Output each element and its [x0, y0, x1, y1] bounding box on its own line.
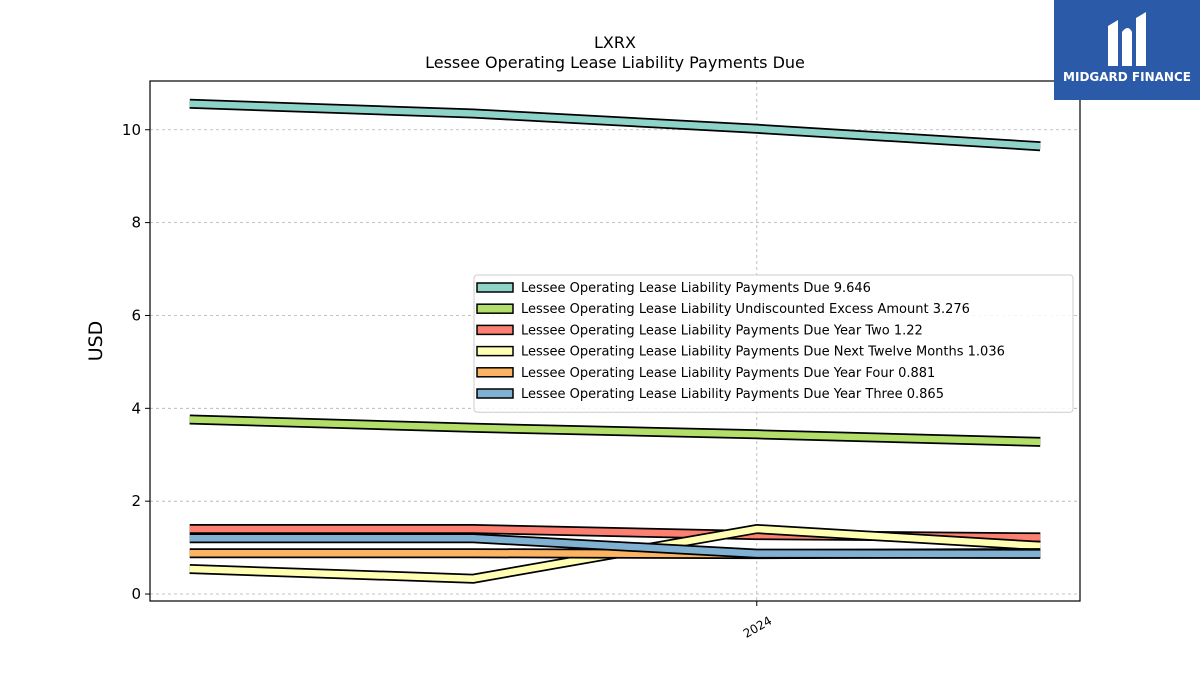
- y-axis-ticks: 0 2 4 6 8 10: [122, 121, 150, 603]
- legend-entry: Lessee Operating Lease Liability Payment…: [521, 323, 923, 338]
- legend-swatch: [476, 388, 514, 399]
- chart-title: LXRX: [594, 33, 636, 52]
- legend-swatch: [476, 282, 514, 293]
- y-tick-label: 10: [122, 121, 141, 139]
- legend-entry: Lessee Operating Lease Liability Payment…: [521, 387, 944, 402]
- legend-entry: Lessee Operating Lease Liability Payment…: [521, 345, 1005, 360]
- plot-frame: [149, 80, 1081, 602]
- legend: Lessee Operating Lease Liability Payment…: [473, 274, 1074, 413]
- chart-subtitle: Lessee Operating Lease Liability Payment…: [425, 53, 805, 72]
- midgard-logo-icon: [1108, 12, 1146, 66]
- series-line: [189, 100, 1041, 150]
- logo-text: MIDGARD FINANCE: [1063, 70, 1191, 84]
- y-tick-label: 0: [131, 585, 141, 603]
- legend-entry: Lessee Operating Lease Liability Payment…: [521, 366, 935, 381]
- series-line: [189, 535, 1041, 558]
- legend-swatch: [476, 367, 514, 378]
- legend-entry: Lessee Operating Lease Liability Payment…: [521, 281, 871, 296]
- y-tick-label: 8: [131, 214, 141, 232]
- legend-entry: Lessee Operating Lease Liability Undisco…: [521, 302, 970, 317]
- series-line: [189, 416, 1041, 446]
- y-tick-label: 4: [131, 399, 141, 417]
- y-axis-label: USD: [85, 321, 107, 362]
- legend-box: [473, 274, 1074, 413]
- legend-swatch: [476, 345, 514, 357]
- x-tick-label: 2024: [741, 613, 774, 640]
- y-tick-label: 6: [131, 306, 141, 324]
- logo: MIDGARD FINANCE: [1054, 0, 1200, 100]
- series-layer: [189, 98, 1041, 584]
- legend-swatch: [476, 324, 514, 336]
- y-tick-label: 2: [131, 492, 141, 510]
- legend-swatch: [476, 303, 514, 314]
- x-axis-ticks: 2024: [741, 601, 774, 641]
